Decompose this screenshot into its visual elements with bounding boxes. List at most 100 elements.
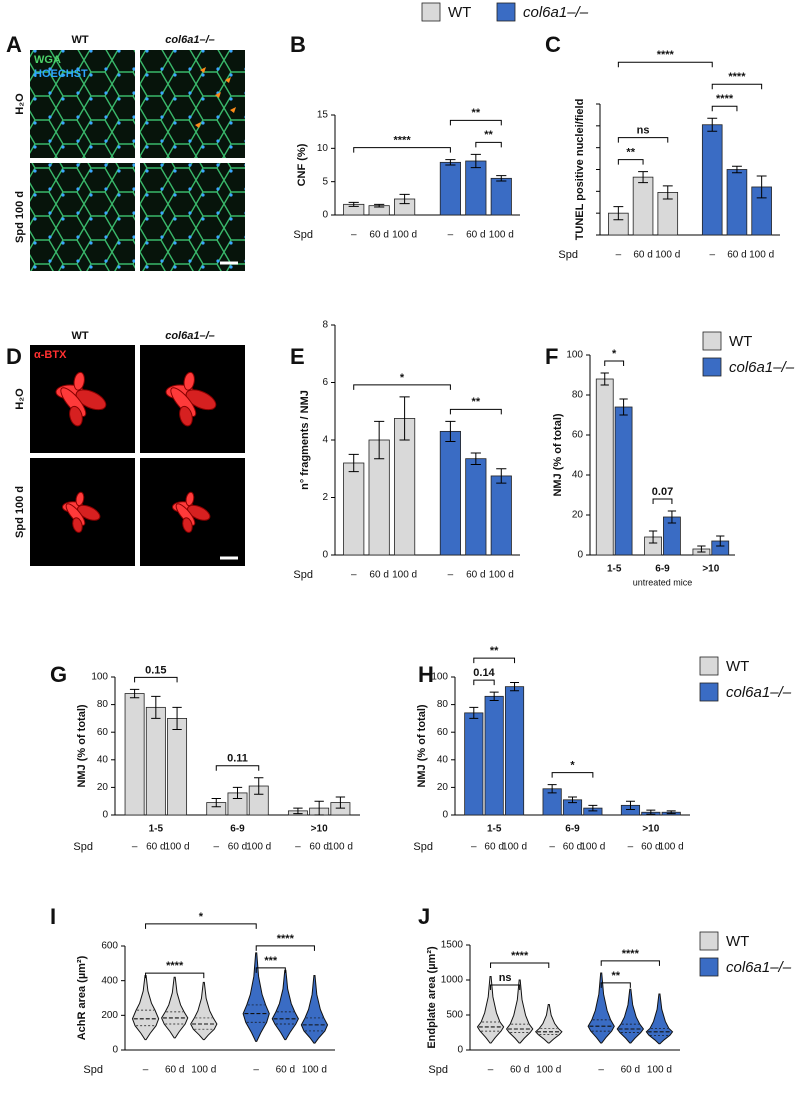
significance-bracket — [475, 141, 502, 148]
x-sub-label: 60 d — [484, 842, 503, 853]
significance-bracket — [255, 967, 286, 973]
significance-bracket — [473, 657, 516, 664]
significance-bracket — [490, 962, 550, 968]
x-tick-label: – — [448, 230, 454, 241]
significance-label: **** — [393, 135, 411, 147]
bar — [504, 686, 525, 816]
legend-label: WT — [726, 933, 749, 950]
micrograph — [140, 163, 245, 271]
row-label: Spd 100 d — [14, 486, 26, 538]
y-tick-label: 0 — [322, 550, 328, 561]
significance-bracket — [145, 972, 205, 979]
panel-letter: H — [418, 662, 434, 687]
legend-label: col6a1–/– — [523, 4, 589, 21]
significance-bracket — [604, 360, 625, 366]
y-tick-label: 100 — [91, 672, 108, 683]
x-prefix: Spd — [293, 229, 313, 241]
row-label: H₂O — [14, 93, 26, 115]
column-label: col6a1–/– — [165, 330, 215, 342]
x-tick-label: 100 d — [392, 230, 417, 241]
bar — [632, 176, 654, 236]
endplate — [77, 504, 101, 521]
error-bar — [374, 420, 385, 460]
y-tick-label: 20 — [437, 782, 449, 793]
x-prefix: Spd — [558, 249, 578, 261]
panel-letter: F — [545, 344, 558, 369]
error-bar — [348, 201, 359, 207]
x-sub-label: 100 d — [246, 842, 271, 853]
column-label: WT — [71, 330, 88, 342]
error-bar — [619, 398, 628, 416]
error-bar — [707, 117, 718, 132]
bar — [145, 706, 166, 816]
bar — [595, 378, 614, 556]
x-sub-label: 100 d — [328, 842, 353, 853]
y-tick-label: 0 — [457, 1045, 463, 1056]
x-sub-label: – — [549, 842, 555, 853]
x-sub-label: 100 d — [659, 842, 684, 853]
error-bar — [547, 784, 557, 794]
y-axis-label: Endplate area (µm²) — [426, 946, 438, 1049]
error-bar — [732, 165, 742, 174]
significance-label: **** — [716, 93, 734, 105]
y-tick-label: 400 — [101, 975, 118, 986]
error-bar — [716, 535, 725, 547]
significance-label: **** — [622, 948, 640, 960]
significance-bracket — [449, 408, 502, 415]
bar — [124, 693, 145, 816]
x-tick-label: 100 d — [647, 1065, 672, 1076]
significance-bracket — [449, 119, 502, 126]
x-tick-label: 6-9 — [565, 824, 580, 835]
legend-swatch — [699, 682, 719, 702]
endplate — [185, 491, 195, 507]
panel-letter: C — [545, 32, 561, 57]
violin — [190, 981, 218, 1041]
x-tick-label: – — [351, 570, 357, 581]
significance-label: *** — [264, 955, 278, 967]
x-tick-label: 60 d — [621, 1065, 640, 1076]
legend-swatch — [421, 2, 441, 22]
micrograph — [140, 50, 245, 158]
panel-letter: I — [50, 904, 56, 929]
y-axis-label: NMJ (% of total) — [552, 413, 564, 496]
error-bar — [568, 796, 577, 804]
x-tick-label: 100 d — [749, 250, 774, 261]
legend-label: WT — [726, 658, 749, 675]
endplate — [69, 405, 83, 427]
error-bar — [469, 706, 479, 719]
column-label: col6a1–/– — [165, 34, 215, 46]
arrowhead — [195, 122, 201, 128]
significance-bracket — [473, 679, 495, 686]
violin — [300, 974, 329, 1044]
bar — [439, 161, 461, 216]
x-tick-label: – — [351, 230, 357, 241]
micrograph — [30, 50, 135, 158]
y-tick-label: 80 — [437, 699, 449, 710]
error-bar — [489, 691, 499, 701]
significance-bracket — [600, 960, 660, 966]
y-tick-label: 20 — [572, 510, 584, 521]
x-tick-label: 1-5 — [487, 824, 502, 835]
y-tick-label: 0 — [322, 210, 328, 221]
error-bar — [662, 185, 673, 200]
endplate — [183, 371, 195, 391]
y-tick-label: 0 — [102, 810, 108, 821]
x-tick-label: >10 — [311, 824, 328, 835]
y-axis-label: NMJ (% of total) — [416, 704, 428, 787]
x-tick-label: 100 d — [489, 230, 514, 241]
error-bar — [129, 688, 140, 699]
x-tick-label: >10 — [702, 564, 719, 575]
error-bar — [496, 175, 507, 182]
significance-label: **** — [728, 71, 746, 83]
error-bar — [496, 468, 507, 484]
y-tick-label: 200 — [101, 1010, 118, 1021]
y-axis-label: AchR area (µm²) — [76, 955, 88, 1040]
significance-label: **** — [657, 49, 675, 61]
significance-label: ** — [472, 107, 481, 119]
y-tick-label: 0 — [442, 810, 448, 821]
x-tick-label: 6-9 — [655, 564, 670, 575]
row-label: Spd 100 d — [14, 191, 26, 243]
error-bar — [667, 510, 677, 524]
y-tick-label: 100 — [566, 350, 583, 361]
